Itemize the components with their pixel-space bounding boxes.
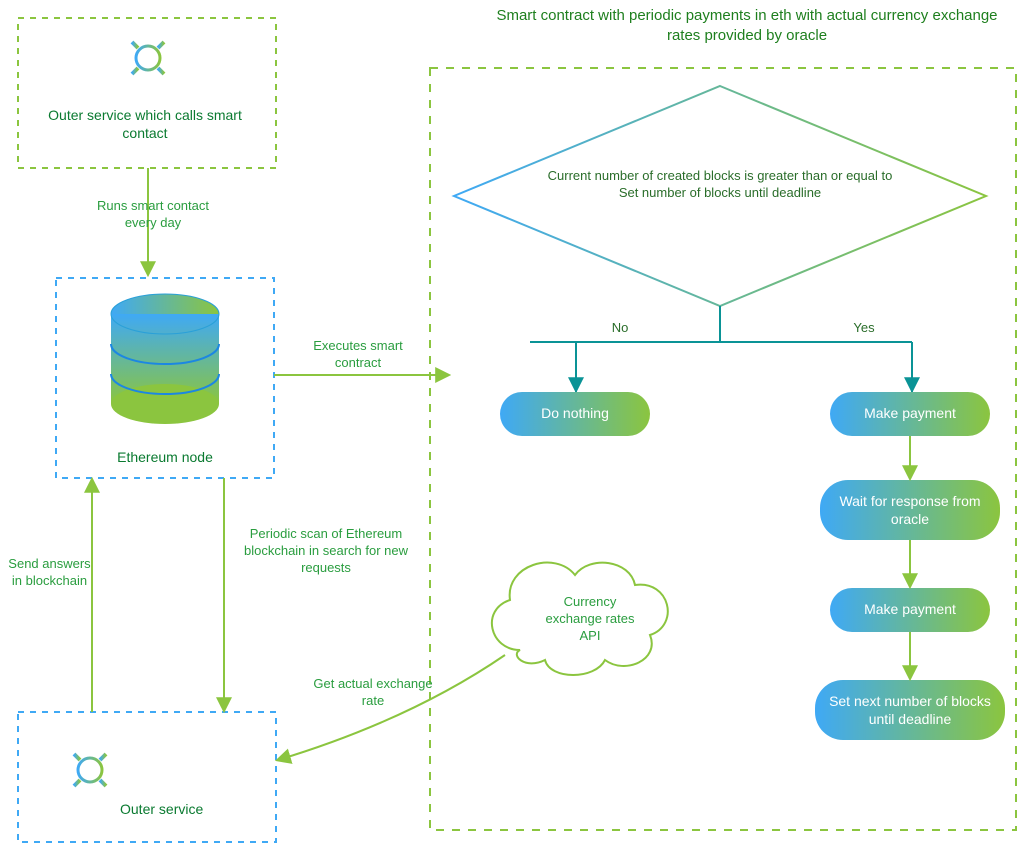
edge-label-runs-daily: Runs smart contact every day (88, 198, 218, 232)
outer-service-bottom-label: Outer service (120, 800, 270, 818)
pill-do-nothing-label: Do nothing (500, 404, 650, 422)
gear-icon (126, 36, 170, 80)
pill-set-next-label: Set next number of blocks until deadline (815, 692, 1005, 728)
outer-service-bottom-box (18, 712, 276, 842)
ethereum-node-label: Ethereum node (90, 448, 240, 466)
edge-label-periodic-scan: Periodic scan of Ethereum blockchain in … (238, 526, 414, 577)
edge-label-send-answers: Send answers in blockchain (2, 556, 97, 590)
region-title: Smart contract with periodic payments in… (492, 6, 1002, 45)
pill-make-payment-2-label: Make payment (830, 600, 990, 618)
outer-service-top-label: Outer service which calls smart contact (40, 106, 250, 142)
edge-label-executes: Executes smart contract (296, 338, 420, 372)
edge-label-get-rate: Get actual exchange rate (308, 676, 438, 710)
decision-label: Current number of created blocks is grea… (540, 168, 900, 202)
pill-make-payment-1-label: Make payment (830, 404, 990, 422)
pill-wait-oracle-label: Wait for response from oracle (820, 492, 1000, 528)
database-icon (111, 294, 219, 424)
gear-icon (68, 748, 112, 792)
cloud-label: Currency exchange rates API (534, 594, 646, 645)
branch-yes-label: Yes (844, 320, 884, 337)
branch-no-label: No (600, 320, 640, 337)
